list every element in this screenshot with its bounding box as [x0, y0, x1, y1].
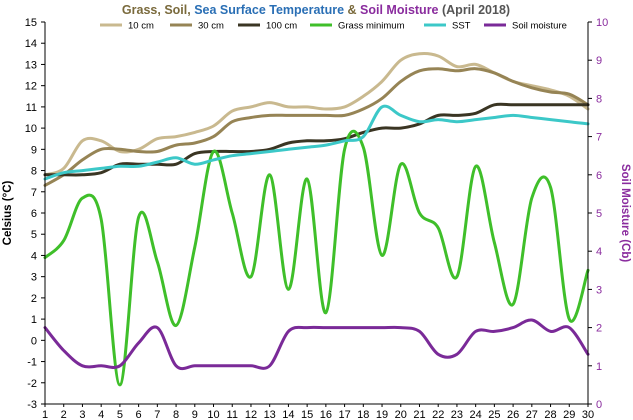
left-tick-label: 1 — [31, 314, 37, 326]
left-tick-label: 10 — [25, 123, 37, 135]
left-tick-label: 13 — [25, 59, 37, 71]
title-part: Sea Surface Temperature — [194, 3, 344, 17]
y-axis-label-left: Celsius (°C) — [2, 181, 14, 246]
title-part: Soil — [164, 3, 187, 17]
x-tick-label: 29 — [563, 409, 575, 420]
series-line-100-cm — [43, 102, 590, 177]
left-tick-label: 2 — [31, 293, 37, 305]
left-tick-label: -2 — [27, 378, 37, 390]
left-tick-label: 11 — [26, 102, 37, 114]
chart-title: Grass, Soil, Sea Surface Temperature & S… — [122, 3, 510, 17]
right-tick-label: 3 — [596, 284, 602, 296]
x-tick-label: 1 — [42, 409, 48, 420]
title-part: Soil Moisture — [360, 3, 439, 17]
right-tick-label: 9 — [596, 55, 602, 67]
legend-label-100-cm: 100 cm — [266, 21, 297, 32]
series-line-30-cm — [43, 67, 590, 187]
x-tick-label: 11 — [227, 409, 238, 420]
series-line-soil-moisture — [43, 318, 590, 371]
x-tick-label: 17 — [338, 409, 350, 420]
x-tick-label: 20 — [395, 409, 407, 420]
left-tick-label: 9 — [31, 144, 37, 156]
x-tick-label: 2 — [61, 409, 67, 420]
x-tick-label: 15 — [301, 409, 313, 420]
x-tick-label: 8 — [173, 409, 179, 420]
left-tick-label: 6 — [31, 208, 37, 220]
left-tick-label: 8 — [31, 166, 37, 178]
x-tick-label: 22 — [432, 409, 444, 420]
x-axis: 1 2 3 4 5 6 7 8 9 10 11 12 13 14 15 16 17 18 19 20 21 22 23 24 2… — [42, 403, 594, 420]
x-tick-label: 27 — [526, 409, 538, 420]
right-tick-label: 4 — [596, 246, 602, 258]
x-tick-label: 26 — [507, 409, 519, 420]
plot-area — [43, 52, 590, 387]
x-tick-label: 25 — [488, 409, 500, 420]
left-tick-label: 5 — [31, 229, 37, 241]
left-tick-label: 15 — [25, 17, 37, 29]
x-tick-label: 21 — [413, 409, 425, 420]
series-line-grass-minimum — [43, 129, 590, 387]
x-tick-label: 19 — [376, 409, 388, 420]
left-tick-label: 4 — [31, 250, 37, 262]
x-tick-label: 24 — [470, 409, 482, 420]
legend-label-10-cm: 10 cm — [128, 21, 154, 32]
x-tick-label: 7 — [154, 409, 160, 420]
left-tick-label: -3 — [27, 399, 37, 411]
legend-label-soil-moisture: Soil moisture — [512, 21, 567, 32]
right-axis: 0 1 2 3 4 5 6 7 8 9 10 — [587, 17, 608, 411]
legend-label-30-cm: 30 cm — [198, 21, 224, 32]
right-tick-label: 5 — [596, 208, 602, 220]
left-tick-label: -1 — [27, 357, 37, 369]
x-tick-label: 23 — [451, 409, 463, 420]
x-tick-label: 6 — [136, 409, 142, 420]
x-tick-label: 30 — [582, 409, 594, 420]
right-tick-label: 1 — [596, 361, 602, 373]
legend: 10 cm 30 cm 100 cm Grass minimum SST Soil moi… — [100, 21, 567, 32]
title-part: , — [157, 3, 164, 17]
title-part: & — [344, 3, 360, 17]
series-line-sst — [43, 104, 590, 181]
right-tick-label: 0 — [596, 399, 602, 411]
x-tick-label: 28 — [544, 409, 556, 420]
x-tick-label: 9 — [192, 409, 198, 420]
x-tick-label: 10 — [207, 409, 219, 420]
title-part: (April 2018) — [439, 3, 511, 17]
left-tick-label: 3 — [31, 272, 37, 284]
legend-label-sst: SST — [452, 21, 471, 32]
right-tick-label: 7 — [596, 132, 602, 144]
x-tick-label: 13 — [264, 409, 276, 420]
y-axis-label-right: Soil Moisture (Cb) — [619, 164, 631, 263]
right-tick-label: 2 — [596, 323, 602, 335]
x-tick-label: 18 — [357, 409, 369, 420]
x-tick-label: 12 — [245, 409, 257, 420]
right-tick-label: 8 — [596, 93, 602, 105]
x-tick-label: 16 — [320, 409, 332, 420]
right-tick-label: 10 — [596, 17, 608, 29]
x-tick-label: 14 — [282, 409, 294, 420]
title-part: , — [187, 3, 194, 17]
x-tick-label: 5 — [117, 409, 123, 420]
x-tick-label: 3 — [79, 409, 85, 420]
left-tick-label: 12 — [25, 81, 37, 93]
left-tick-label: 7 — [31, 187, 37, 199]
right-tick-label: 6 — [596, 170, 602, 182]
left-tick-label: 14 — [25, 38, 37, 50]
left-tick-label: 0 — [31, 335, 37, 347]
title-part: Grass — [122, 3, 157, 17]
x-tick-label: 4 — [98, 409, 104, 420]
legend-label-grass-minimum: Grass minimum — [338, 21, 405, 32]
